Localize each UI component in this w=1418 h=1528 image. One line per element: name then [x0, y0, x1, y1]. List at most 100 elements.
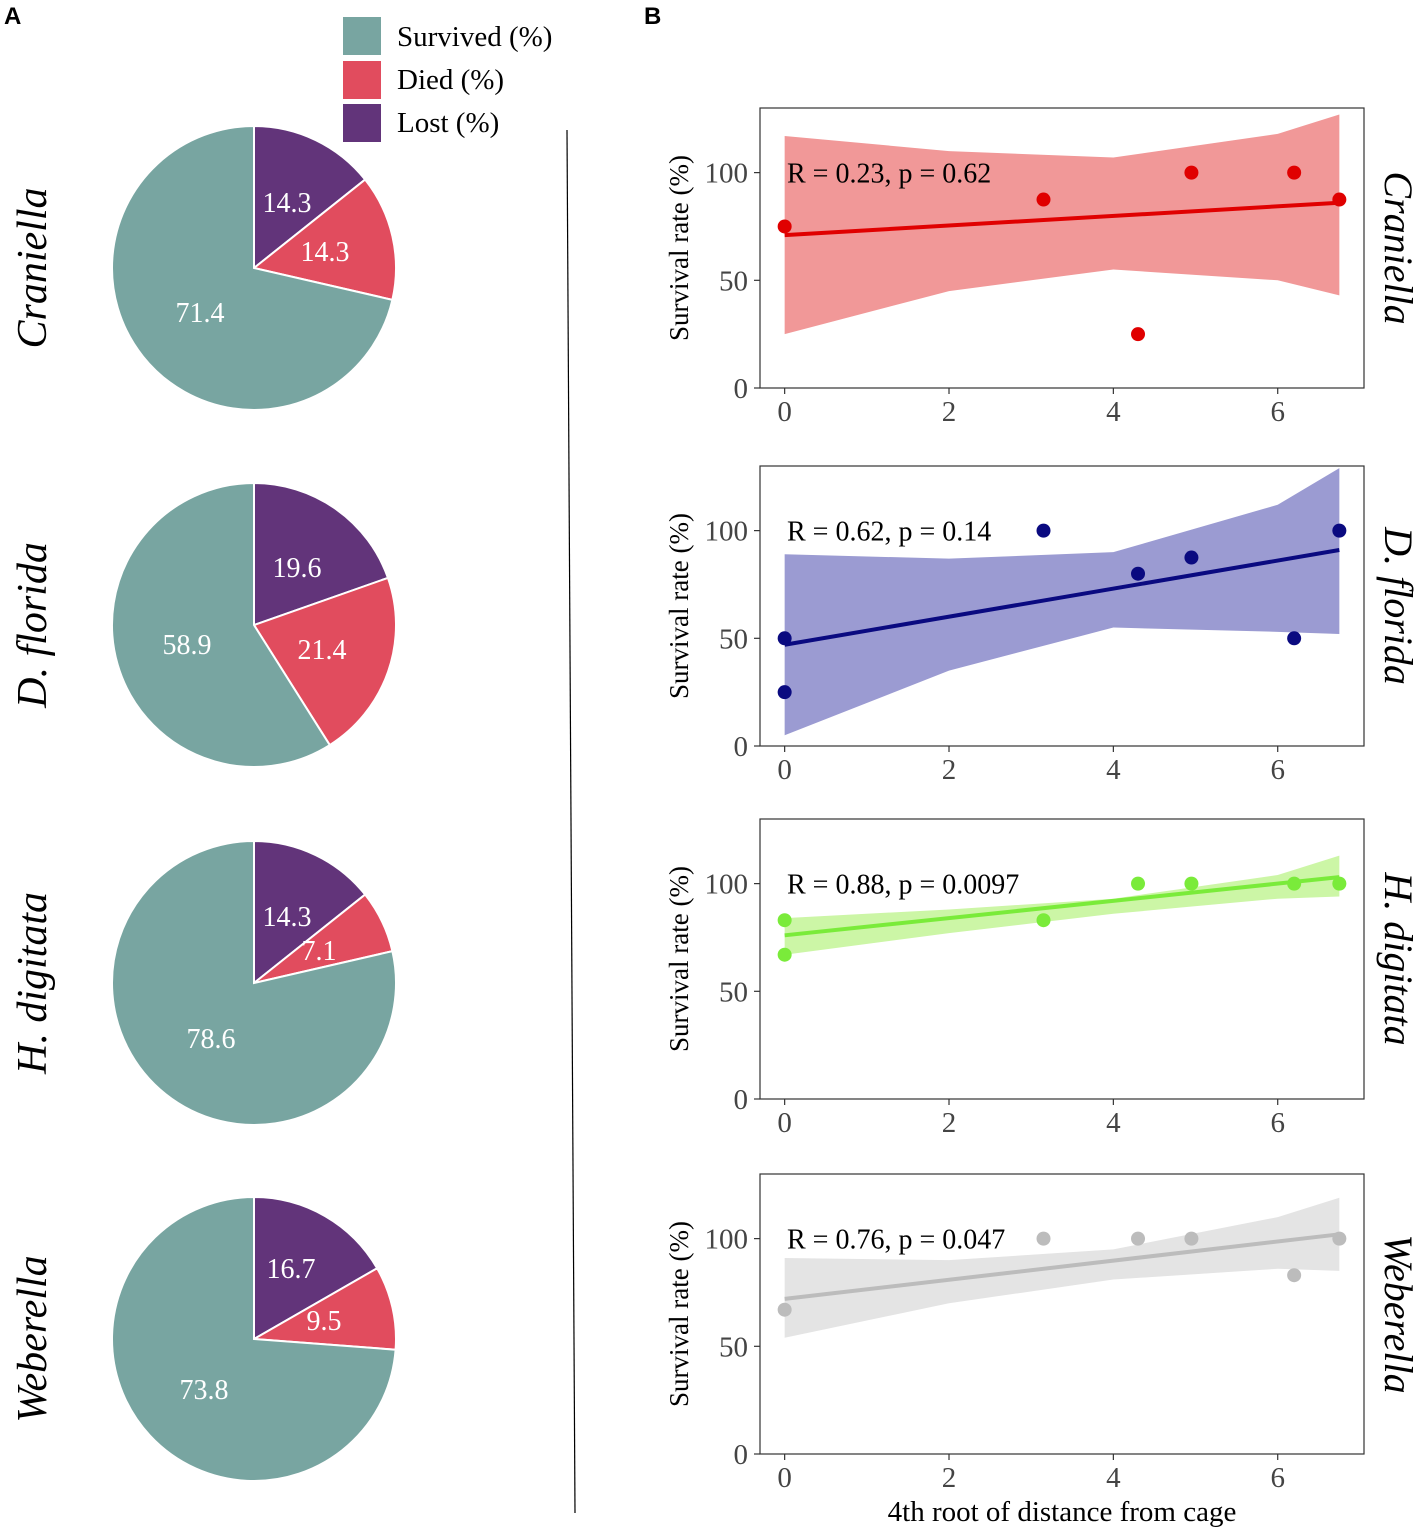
data-point — [777, 1302, 792, 1317]
legend-swatch-lost — [343, 104, 381, 142]
y-tick-label: 50 — [719, 1331, 748, 1363]
pie-slice-died — [252, 576, 397, 747]
data-point — [1036, 192, 1051, 207]
data-point — [777, 219, 792, 234]
data-point — [1036, 523, 1051, 538]
correlation-annotation: R = 0.23, p = 0.62 — [787, 159, 991, 190]
species-strip-label: Craniella — [1376, 171, 1418, 324]
pie-label-died: 21.4 — [298, 635, 347, 666]
y-tick-label: 50 — [719, 623, 748, 655]
species-strip-label: D. florida — [1376, 526, 1418, 685]
data-point — [1332, 192, 1347, 207]
x-tick-label: 2 — [942, 396, 957, 428]
y-tick-label: 100 — [705, 516, 749, 548]
data-point — [1332, 1231, 1347, 1246]
data-point — [777, 631, 792, 646]
pie-charts: 14.3 14.3 71.4 Craniella 19.6 21.4 58.9 D. flor… — [10, 124, 397, 1482]
scatter-h-digitata: 0 50 100 0 2 4 6 Survival rate (%) R = 0.88, p =… — [664, 818, 1418, 1139]
pie-weberella: 16.7 9.5 73.8 Weberella — [10, 1195, 397, 1482]
x-axis-label: 4th root of distance from cage — [888, 1496, 1237, 1528]
pie-slice-survived — [111, 481, 332, 768]
y-tick-label: 100 — [705, 1224, 749, 1256]
pie-species-label: Craniella — [10, 187, 56, 348]
plot-frame — [759, 818, 1365, 1100]
data-point — [1287, 631, 1302, 646]
data-point — [1287, 165, 1302, 180]
pie-species-label: D. florida — [10, 542, 56, 709]
x-tick-label: 2 — [942, 1107, 957, 1139]
species-strip-label: Weberella — [1376, 1234, 1418, 1393]
x-tick-label: 6 — [1270, 1462, 1285, 1494]
pie-label-lost: 14.3 — [263, 188, 312, 219]
panel-a-letter: A — [4, 3, 21, 30]
data-point — [1131, 1231, 1146, 1246]
pie-slice-died — [251, 178, 397, 302]
scatter-weberella: 0 50 100 0 2 4 6 Survival rate (%) R = 0.76, p =… — [664, 1173, 1418, 1528]
pie-slice-died — [250, 1266, 397, 1351]
x-tick-label: 4 — [1106, 754, 1121, 786]
x-tick-label: 0 — [777, 754, 792, 786]
data-point — [1184, 550, 1199, 565]
scatter-plots: 0 50 100 0 2 4 6 Survival rate (%) R = 0.23, p =… — [664, 107, 1418, 1528]
data-point — [1131, 566, 1146, 581]
pie-slice-lost — [253, 839, 367, 986]
y-tick-label: 0 — [734, 1084, 749, 1116]
data-point — [1184, 1231, 1199, 1246]
pie-slice-lost — [253, 1195, 379, 1341]
plot-frame — [759, 465, 1365, 747]
x-tick-label: 2 — [942, 1462, 957, 1494]
x-tick-label: 6 — [1270, 754, 1285, 786]
data-point — [1131, 327, 1146, 342]
confidence-band — [784, 114, 1340, 335]
pie-label-lost: 19.6 — [273, 553, 322, 584]
pie-slice-survived — [111, 1195, 397, 1482]
x-tick-label: 6 — [1270, 1107, 1285, 1139]
pie-species-label: H. digitata — [10, 892, 56, 1075]
data-point — [777, 913, 792, 928]
data-point — [1287, 1268, 1302, 1283]
y-tick-label: 100 — [705, 158, 749, 190]
y-tick-label: 0 — [734, 1439, 749, 1471]
x-tick-label: 4 — [1106, 1462, 1121, 1494]
x-tick-label: 0 — [777, 396, 792, 428]
panel-divider — [566, 129, 576, 1514]
pie-slice-lost — [253, 124, 367, 271]
pie-h-digitata: 14.37.1 78.6 H. digitata — [10, 839, 397, 1126]
legend: Survived (%) Died (%) Lost (%) — [343, 17, 552, 142]
fit-line — [784, 548, 1340, 647]
panel-b-letter: B — [644, 3, 661, 30]
correlation-annotation: R = 0.76, p = 0.047 — [787, 1225, 1005, 1256]
pie-craniella: 14.3 14.3 71.4 Craniella — [10, 124, 397, 411]
data-point — [1332, 523, 1347, 538]
y-tick-label: 0 — [734, 731, 749, 763]
pie-label-survived: 73.8 — [180, 1375, 229, 1406]
y-axis-label: Survival rate (%) — [664, 866, 694, 1052]
species-strip-label: H. digitata — [1376, 871, 1418, 1045]
pie-label-died: 7.1 — [302, 936, 337, 967]
x-tick-label: 6 — [1270, 396, 1285, 428]
data-point — [777, 685, 792, 700]
data-point — [1184, 165, 1199, 180]
y-tick-label: 50 — [719, 265, 748, 297]
data-point — [1036, 1231, 1051, 1246]
legend-label-died: Died (%) — [397, 64, 504, 96]
data-point — [1332, 876, 1347, 891]
legend-swatch-survived — [343, 17, 381, 55]
fit-line — [784, 1232, 1340, 1301]
x-tick-label: 2 — [942, 754, 957, 786]
fit-line — [784, 875, 1340, 938]
data-point — [777, 947, 792, 962]
correlation-annotation: R = 0.88, p = 0.0097 — [787, 870, 1019, 901]
pie-label-died: 14.3 — [301, 237, 350, 268]
scatter-d-florida: 0 50 100 0 2 4 6 Survival rate (%) R = 0.62, p =… — [664, 465, 1418, 786]
y-axis-label: Survival rate (%) — [664, 1221, 694, 1407]
x-tick-label: 4 — [1106, 1107, 1121, 1139]
x-tick-label: 0 — [777, 1462, 792, 1494]
data-point — [1287, 876, 1302, 891]
plot-frame — [759, 107, 1365, 389]
legend-swatch-died — [343, 61, 381, 99]
y-tick-label: 0 — [734, 373, 749, 405]
pie-label-lost: 16.7 — [267, 1254, 316, 1285]
y-axis-label: Survival rate (%) — [664, 513, 694, 699]
